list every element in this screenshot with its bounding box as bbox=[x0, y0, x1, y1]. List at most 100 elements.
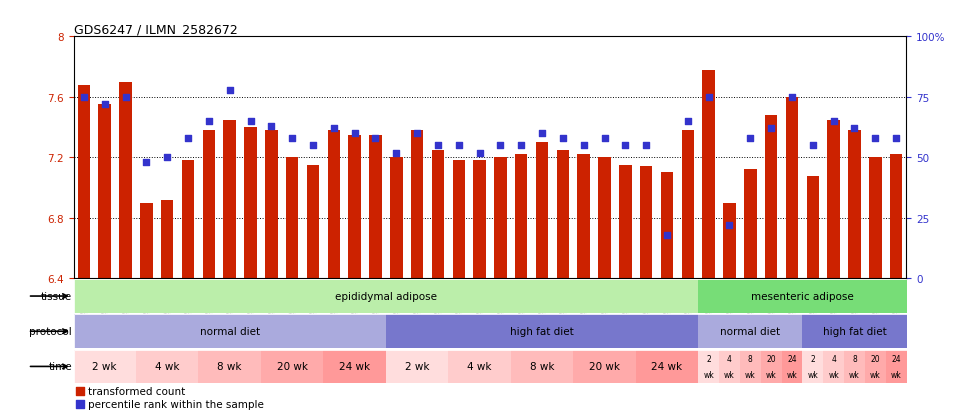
Text: wk: wk bbox=[745, 370, 756, 379]
Text: wk: wk bbox=[828, 370, 839, 379]
Text: wk: wk bbox=[870, 370, 881, 379]
Text: 2: 2 bbox=[707, 354, 711, 363]
Bar bbox=[698, 350, 719, 383]
Text: GDS6247 / ILMN_2582672: GDS6247 / ILMN_2582672 bbox=[74, 23, 237, 36]
Point bbox=[368, 135, 383, 142]
Bar bbox=[120, 83, 131, 279]
Text: 24: 24 bbox=[787, 354, 797, 363]
Bar bbox=[386, 315, 698, 348]
Bar bbox=[698, 280, 906, 313]
Bar bbox=[307, 166, 319, 279]
Point bbox=[847, 126, 862, 132]
Point bbox=[221, 87, 237, 94]
Bar bbox=[536, 143, 549, 279]
Point bbox=[555, 135, 570, 142]
Point bbox=[784, 94, 800, 101]
Text: transformed count: transformed count bbox=[88, 387, 186, 396]
Bar bbox=[244, 128, 257, 279]
Bar bbox=[890, 155, 903, 279]
Point bbox=[180, 135, 196, 142]
Text: 8: 8 bbox=[748, 354, 753, 363]
Bar bbox=[203, 131, 216, 279]
Bar bbox=[786, 97, 798, 279]
Bar bbox=[698, 315, 803, 348]
Bar bbox=[577, 155, 590, 279]
Point bbox=[264, 123, 279, 130]
Point bbox=[493, 142, 509, 149]
Bar bbox=[448, 350, 511, 383]
Bar bbox=[782, 350, 803, 383]
Text: 4: 4 bbox=[727, 354, 732, 363]
Point bbox=[660, 232, 675, 239]
Text: protocol: protocol bbox=[29, 326, 72, 337]
Text: percentile rank within the sample: percentile rank within the sample bbox=[88, 399, 265, 409]
Bar bbox=[803, 315, 907, 348]
Text: time: time bbox=[48, 361, 72, 372]
Text: 4: 4 bbox=[831, 354, 836, 363]
Point bbox=[326, 126, 342, 132]
Bar bbox=[182, 161, 194, 279]
Text: 24: 24 bbox=[891, 354, 901, 363]
Bar bbox=[77, 85, 90, 279]
Bar bbox=[865, 350, 886, 383]
Bar bbox=[74, 350, 136, 383]
Text: 24 wk: 24 wk bbox=[339, 361, 370, 372]
Bar bbox=[844, 350, 865, 383]
Bar bbox=[515, 155, 527, 279]
Bar bbox=[719, 350, 740, 383]
Bar bbox=[886, 350, 907, 383]
Point bbox=[430, 142, 446, 149]
Bar bbox=[640, 167, 653, 279]
Text: 20 wk: 20 wk bbox=[589, 361, 620, 372]
Bar bbox=[136, 350, 198, 383]
Point bbox=[514, 142, 529, 149]
Bar bbox=[740, 350, 760, 383]
Text: wk: wk bbox=[787, 370, 798, 379]
Bar bbox=[327, 131, 340, 279]
Point bbox=[597, 135, 612, 142]
Bar bbox=[765, 116, 777, 279]
Bar bbox=[598, 158, 611, 279]
Bar bbox=[323, 350, 386, 383]
Bar bbox=[161, 200, 173, 279]
Text: 8 wk: 8 wk bbox=[218, 361, 242, 372]
Bar bbox=[682, 131, 694, 279]
Point bbox=[534, 131, 550, 137]
Bar bbox=[723, 203, 736, 279]
Bar bbox=[661, 173, 673, 279]
Bar bbox=[198, 350, 261, 383]
Text: 8: 8 bbox=[852, 354, 857, 363]
Point bbox=[451, 142, 466, 149]
Text: 20 wk: 20 wk bbox=[276, 361, 308, 372]
Text: tissue: tissue bbox=[41, 291, 72, 301]
Point bbox=[284, 135, 300, 142]
Bar bbox=[573, 350, 636, 383]
Text: 4 wk: 4 wk bbox=[155, 361, 179, 372]
Bar bbox=[265, 131, 277, 279]
Bar bbox=[744, 170, 757, 279]
Bar bbox=[74, 315, 386, 348]
Text: 20: 20 bbox=[766, 354, 776, 363]
Text: high fat diet: high fat diet bbox=[822, 326, 886, 337]
Bar bbox=[869, 158, 882, 279]
Bar bbox=[348, 135, 361, 279]
Text: mesenteric adipose: mesenteric adipose bbox=[751, 291, 854, 301]
Text: normal diet: normal diet bbox=[720, 326, 780, 337]
Bar bbox=[807, 176, 819, 279]
Text: wk: wk bbox=[765, 370, 776, 379]
Text: 2 wk: 2 wk bbox=[405, 361, 429, 372]
Point bbox=[243, 119, 259, 125]
Text: 8 wk: 8 wk bbox=[530, 361, 555, 372]
Text: wk: wk bbox=[891, 370, 902, 379]
Text: normal diet: normal diet bbox=[200, 326, 260, 337]
Point bbox=[73, 388, 88, 395]
Point bbox=[721, 222, 737, 229]
Point bbox=[576, 142, 592, 149]
Bar bbox=[386, 350, 448, 383]
Point bbox=[617, 142, 633, 149]
Point bbox=[680, 119, 696, 125]
Bar bbox=[849, 131, 860, 279]
Point bbox=[743, 135, 759, 142]
Bar bbox=[390, 158, 403, 279]
Text: 2 wk: 2 wk bbox=[92, 361, 117, 372]
